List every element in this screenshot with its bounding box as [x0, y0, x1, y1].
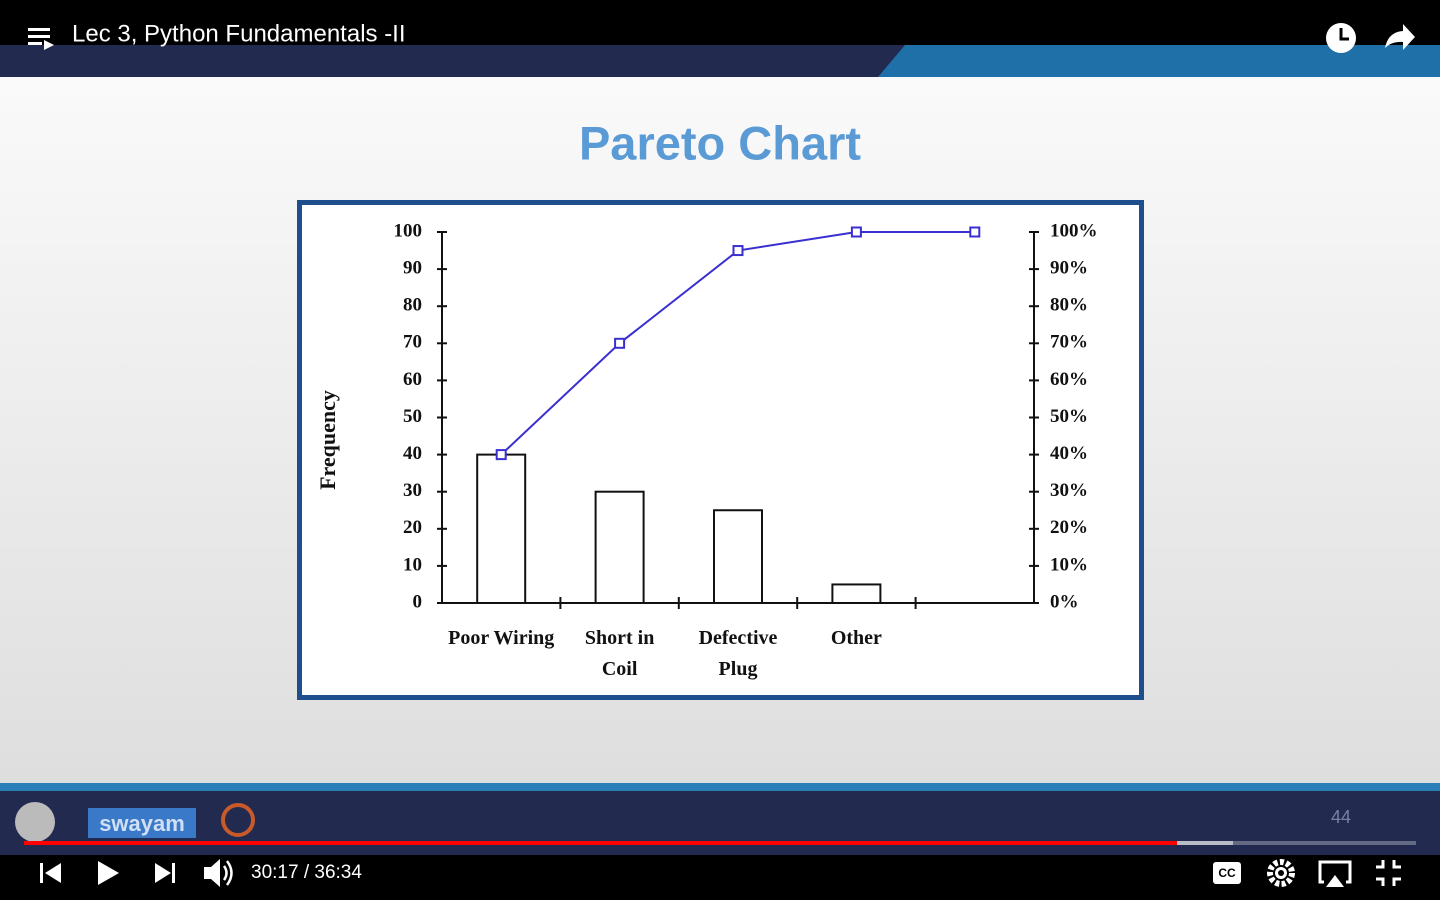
- y-tick-label: 30: [403, 480, 422, 501]
- y2-tick-label: 10%: [1050, 554, 1088, 575]
- watch-later-button[interactable]: [1326, 23, 1356, 53]
- y-tick-label: 50: [403, 406, 422, 427]
- y2-tick-label: 60%: [1050, 369, 1088, 390]
- y2-tick-label: 30%: [1050, 480, 1088, 501]
- share-button[interactable]: [1385, 24, 1415, 50]
- y-tick-label: 40: [403, 443, 422, 464]
- bar: [713, 509, 763, 604]
- exit-fullscreen-button[interactable]: [1376, 860, 1401, 886]
- bar: [476, 453, 527, 604]
- y-tick-label: 60: [403, 369, 422, 390]
- line-marker: [495, 449, 507, 461]
- logo-icon: [221, 803, 255, 837]
- logo-text: swayam: [99, 811, 185, 836]
- y-tick-label: 10: [403, 554, 422, 575]
- chart-frame: [297, 200, 1144, 700]
- y-tick-label: 0: [413, 591, 423, 612]
- buffered-bar: [1177, 841, 1233, 845]
- y2-tick-label: 0%: [1050, 591, 1079, 612]
- volume-button[interactable]: [204, 859, 233, 887]
- play-button[interactable]: [98, 861, 119, 885]
- line-marker: [969, 226, 981, 238]
- y-tick-label: 80: [403, 295, 422, 316]
- captions-button[interactable]: CC: [1213, 862, 1241, 884]
- y-tick-label: 20: [403, 517, 422, 538]
- previous-button[interactable]: [40, 863, 61, 883]
- x-tick-label: Defective Plug: [698, 627, 778, 680]
- slide-bottom-band: [0, 791, 1440, 855]
- settings-button[interactable]: [1267, 859, 1295, 887]
- x-tick-label: Poor Wiring: [448, 627, 555, 649]
- bar: [831, 583, 882, 605]
- bar: [594, 490, 645, 605]
- slide-bottom-stripe: [0, 783, 1440, 791]
- y2-tick-label: 90%: [1050, 257, 1088, 278]
- logo-box: [88, 808, 196, 838]
- next-button[interactable]: [155, 863, 175, 883]
- logo-icon: [15, 802, 55, 842]
- y-tick-label: 90: [403, 257, 422, 278]
- airplay-button[interactable]: [1318, 860, 1352, 887]
- playlist-button[interactable]: [28, 28, 54, 50]
- y-tick-label: 70: [403, 332, 422, 353]
- y-axis-title: Frequency: [315, 390, 340, 490]
- slide-top-stripe: [878, 45, 1440, 77]
- y2-tick-label: 50%: [1050, 406, 1088, 427]
- y2-tick-label: 80%: [1050, 295, 1088, 316]
- y2-tick-label: 20%: [1050, 517, 1088, 538]
- line-marker: [732, 245, 744, 257]
- video-title[interactable]: Lec 3, Python Fundamentals -II: [72, 20, 406, 47]
- chart-title: Pareto Chart: [579, 116, 861, 169]
- time-display: 30:17 / 36:34: [251, 862, 362, 883]
- progress-bar[interactable]: [24, 841, 1177, 845]
- y2-tick-label: 70%: [1050, 332, 1088, 353]
- line-marker: [850, 226, 862, 238]
- x-tick-label: Short in Coil: [584, 627, 655, 680]
- slide-number: 44: [1331, 807, 1351, 827]
- line-marker: [614, 337, 626, 349]
- y2-tick-label: 40%: [1050, 443, 1088, 464]
- y-tick-label: 100: [394, 220, 423, 241]
- y2-tick-label: 100%: [1050, 220, 1098, 241]
- x-tick-label: Other: [830, 627, 882, 649]
- svg-text:CC: CC: [1218, 866, 1236, 880]
